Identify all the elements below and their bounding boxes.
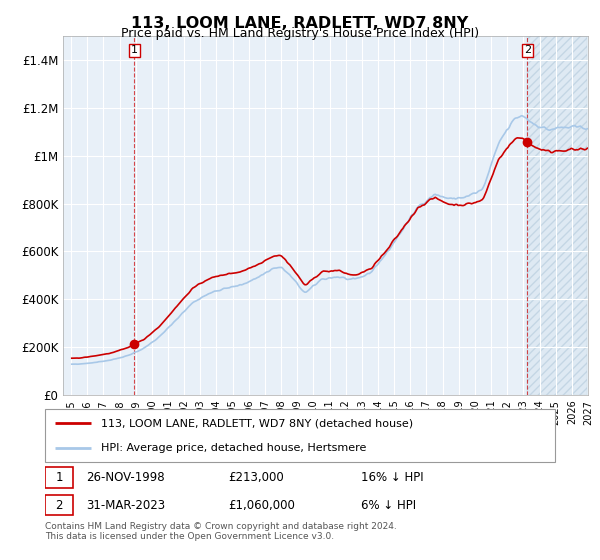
Text: 2: 2: [55, 499, 63, 512]
Text: HPI: Average price, detached house, Hertsmere: HPI: Average price, detached house, Hert…: [101, 442, 367, 452]
Text: 16% ↓ HPI: 16% ↓ HPI: [361, 471, 424, 484]
FancyBboxPatch shape: [45, 409, 555, 462]
Text: £213,000: £213,000: [229, 471, 284, 484]
FancyBboxPatch shape: [45, 495, 73, 515]
Text: 2: 2: [524, 45, 531, 55]
Text: 26-NOV-1998: 26-NOV-1998: [86, 471, 164, 484]
Text: £1,060,000: £1,060,000: [229, 499, 295, 512]
Text: 31-MAR-2023: 31-MAR-2023: [86, 499, 165, 512]
Text: 1: 1: [131, 45, 138, 55]
Text: 113, LOOM LANE, RADLETT, WD7 8NY: 113, LOOM LANE, RADLETT, WD7 8NY: [131, 16, 469, 31]
Polygon shape: [527, 36, 587, 395]
Text: Price paid vs. HM Land Registry's House Price Index (HPI): Price paid vs. HM Land Registry's House …: [121, 27, 479, 40]
FancyBboxPatch shape: [45, 468, 73, 488]
Text: 113, LOOM LANE, RADLETT, WD7 8NY (detached house): 113, LOOM LANE, RADLETT, WD7 8NY (detach…: [101, 418, 413, 428]
Text: 6% ↓ HPI: 6% ↓ HPI: [361, 499, 416, 512]
Text: 1: 1: [55, 471, 63, 484]
Text: Contains HM Land Registry data © Crown copyright and database right 2024.
This d: Contains HM Land Registry data © Crown c…: [45, 522, 397, 542]
